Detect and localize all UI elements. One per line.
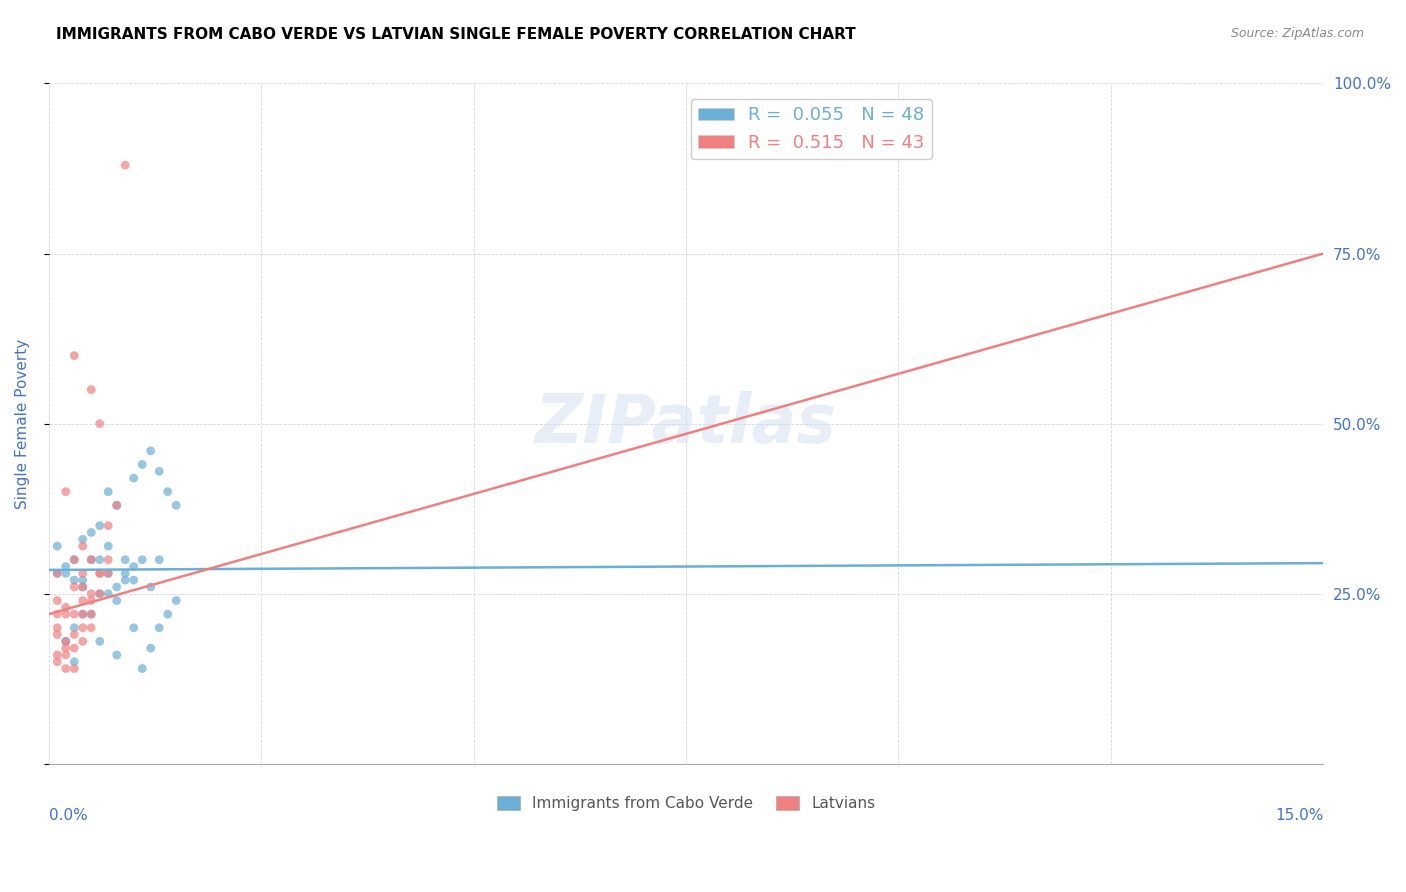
Text: IMMIGRANTS FROM CABO VERDE VS LATVIAN SINGLE FEMALE POVERTY CORRELATION CHART: IMMIGRANTS FROM CABO VERDE VS LATVIAN SI…: [56, 27, 856, 42]
Point: [139, 580, 162, 594]
Point: [72, 621, 94, 635]
Point: [46, 566, 69, 581]
Point: [97, 484, 120, 499]
Point: [80, 607, 103, 622]
Point: [72, 607, 94, 622]
Text: ZIPatlas: ZIPatlas: [536, 391, 837, 457]
Point: [72, 533, 94, 547]
Point: [122, 621, 145, 635]
Point: [72, 607, 94, 622]
Point: [165, 498, 187, 512]
Point: [97, 566, 120, 581]
Point: [63, 621, 86, 635]
Point: [97, 552, 120, 566]
Point: [97, 587, 120, 601]
Point: [63, 552, 86, 566]
Point: [122, 573, 145, 587]
Point: [63, 655, 86, 669]
Point: [63, 662, 86, 676]
Point: [55, 648, 77, 662]
Point: [97, 518, 120, 533]
Point: [80, 552, 103, 566]
Text: 15.0%: 15.0%: [1275, 808, 1323, 823]
Point: [55, 600, 77, 615]
Point: [97, 566, 120, 581]
Point: [105, 498, 128, 512]
Point: [105, 593, 128, 607]
Point: [46, 627, 69, 641]
Point: [80, 621, 103, 635]
Point: [148, 464, 170, 478]
Point: [89, 552, 111, 566]
Point: [122, 559, 145, 574]
Point: [55, 607, 77, 622]
Y-axis label: Single Female Poverty: Single Female Poverty: [15, 338, 30, 508]
Point: [80, 525, 103, 540]
Point: [131, 552, 153, 566]
Point: [63, 580, 86, 594]
Point: [46, 621, 69, 635]
Point: [80, 607, 103, 622]
Point: [63, 349, 86, 363]
Point: [72, 573, 94, 587]
Point: [63, 641, 86, 656]
Point: [55, 662, 77, 676]
Point: [72, 593, 94, 607]
Point: [105, 498, 128, 512]
Point: [80, 552, 103, 566]
Point: [148, 621, 170, 635]
Point: [80, 383, 103, 397]
Point: [156, 607, 179, 622]
Point: [80, 587, 103, 601]
Point: [114, 566, 136, 581]
Point: [89, 566, 111, 581]
Point: [89, 417, 111, 431]
Point: [156, 484, 179, 499]
Point: [46, 539, 69, 553]
Point: [55, 634, 77, 648]
Legend: Immigrants from Cabo Verde, Latvians: Immigrants from Cabo Verde, Latvians: [491, 790, 882, 817]
Point: [89, 566, 111, 581]
Point: [89, 634, 111, 648]
Point: [46, 607, 69, 622]
Point: [55, 634, 77, 648]
Text: Source: ZipAtlas.com: Source: ZipAtlas.com: [1230, 27, 1364, 40]
Point: [72, 634, 94, 648]
Point: [55, 559, 77, 574]
Point: [105, 648, 128, 662]
Point: [114, 573, 136, 587]
Point: [105, 580, 128, 594]
Point: [131, 662, 153, 676]
Point: [46, 648, 69, 662]
Point: [72, 580, 94, 594]
Point: [165, 593, 187, 607]
Point: [114, 552, 136, 566]
Point: [55, 484, 77, 499]
Point: [89, 587, 111, 601]
Point: [72, 566, 94, 581]
Point: [46, 566, 69, 581]
Point: [63, 573, 86, 587]
Point: [122, 471, 145, 485]
Point: [139, 641, 162, 656]
Point: [72, 580, 94, 594]
Point: [63, 607, 86, 622]
Point: [63, 552, 86, 566]
Point: [63, 627, 86, 641]
Point: [72, 539, 94, 553]
Point: [89, 518, 111, 533]
Point: [46, 655, 69, 669]
Point: [114, 158, 136, 172]
Point: [97, 539, 120, 553]
Point: [139, 443, 162, 458]
Text: 0.0%: 0.0%: [49, 808, 87, 823]
Point: [131, 458, 153, 472]
Point: [80, 593, 103, 607]
Point: [55, 641, 77, 656]
Point: [89, 587, 111, 601]
Point: [55, 566, 77, 581]
Point: [148, 552, 170, 566]
Point: [46, 593, 69, 607]
